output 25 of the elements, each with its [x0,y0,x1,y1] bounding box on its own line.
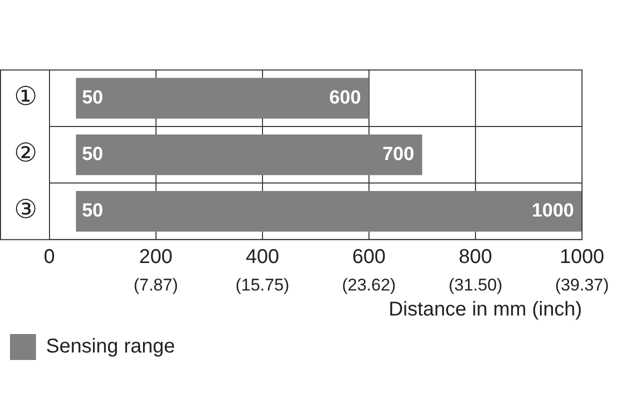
annotation: 50 [82,144,104,166]
y-tick-label: ② [14,138,38,169]
annotation: 600 [329,88,361,108]
x2-tick-label: (23.62) [342,275,396,294]
y-tick-label: ① [14,82,38,112]
x-tick-label: 0 [44,246,55,268]
x-tick-label: 800 [458,246,492,268]
annotation: 700 [382,144,414,166]
x-tick-label: 600 [352,246,386,268]
x2-tick-label: (39.37) [555,275,609,294]
x-tick-label: 200 [139,246,173,268]
x-tick-label: 1000 [560,246,604,268]
annotation: 1000 [532,200,574,222]
bar [76,78,369,119]
legend-label: Sensing range [46,336,175,358]
x2-tick-label: (7.87) [134,275,178,294]
bar [76,134,422,176]
x-tick-label: 400 [246,246,280,268]
bar [76,190,582,232]
y-tick-label: ③ [14,195,38,226]
x2-tick-label: (15.75) [235,275,290,294]
x-axis-title: Distance in mm (inch) [388,298,582,321]
x2-tick-label: (31.50) [448,275,502,294]
annotation: 50 [82,200,104,222]
annotation: 50 [82,88,104,108]
